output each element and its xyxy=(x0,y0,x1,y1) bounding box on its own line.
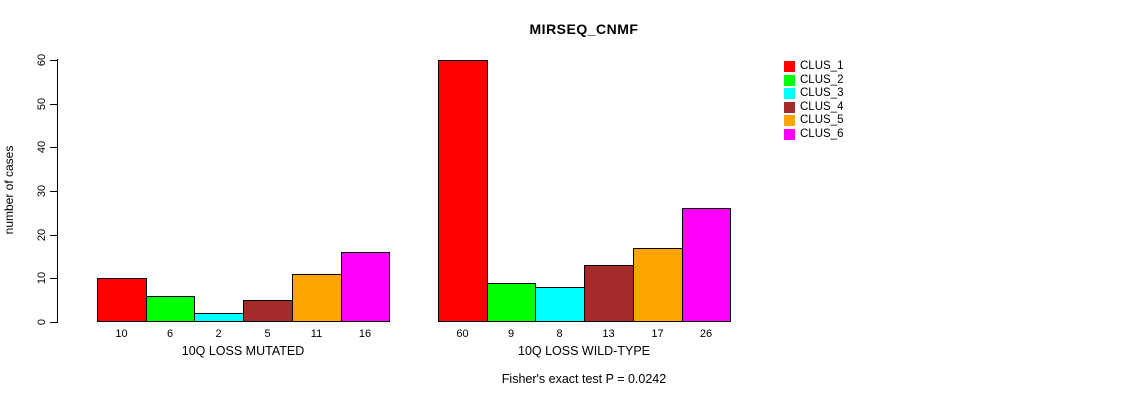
bar xyxy=(97,278,147,322)
legend-entry: CLUS_4 xyxy=(784,100,844,113)
fisher-test-annotation: Fisher's exact test P = 0.0242 xyxy=(501,372,667,386)
legend-swatch xyxy=(784,88,795,99)
y-axis-label: number of cases xyxy=(2,145,16,235)
legend: CLUS_1 CLUS_2 CLUS_3 CLUS_4 CLUS_5 CLUS_6 xyxy=(784,60,844,142)
bar xyxy=(584,265,634,322)
y-axis-line xyxy=(57,59,58,323)
bar xyxy=(535,287,585,322)
bar xyxy=(243,300,293,322)
legend-swatch xyxy=(784,61,795,72)
bar xyxy=(292,274,342,322)
y-axis-tick xyxy=(50,191,57,192)
bar xyxy=(633,248,683,322)
legend-entry: CLUS_3 xyxy=(784,87,844,99)
legend-entry: CLUS_2 xyxy=(784,73,844,86)
bar-value-label: 6 xyxy=(166,328,174,340)
y-axis-tick-label: 0 xyxy=(36,318,48,326)
legend-swatch xyxy=(784,115,795,126)
bar-value-label: 11 xyxy=(310,328,323,340)
y-axis-tick-label: 50 xyxy=(36,97,48,111)
bar xyxy=(341,252,390,322)
bar-value-label: 10 xyxy=(115,328,128,340)
bar xyxy=(146,296,195,322)
y-axis-tick xyxy=(50,104,57,105)
y-axis-tick-label: 20 xyxy=(36,228,48,242)
bar xyxy=(487,283,536,322)
bar-value-label: 60 xyxy=(456,328,469,340)
legend-entry: CLUS_1 xyxy=(784,60,844,72)
legend-label: CLUS_5 xyxy=(800,114,844,126)
y-axis-tick xyxy=(50,235,57,236)
bar-value-label: 9 xyxy=(507,328,515,340)
bar-value-label: 5 xyxy=(264,328,271,340)
legend-entry: CLUS_5 xyxy=(784,114,844,126)
legend-entry: CLUS_6 xyxy=(784,127,844,140)
bar xyxy=(194,313,244,322)
x-group-label-wild-type: 10Q LOSS WILD-TYPE xyxy=(518,344,650,358)
legend-label: CLUS_4 xyxy=(800,100,844,113)
legend-label: CLUS_2 xyxy=(800,73,844,86)
legend-swatch xyxy=(784,128,795,140)
legend-swatch xyxy=(784,74,795,86)
y-axis-tick xyxy=(50,147,57,148)
chart-title: MIRSEQ_CNMF xyxy=(529,21,639,37)
y-axis-tick xyxy=(50,60,57,61)
bar-value-label: 16 xyxy=(358,328,372,340)
bar-value-label: 13 xyxy=(602,328,615,340)
bar-value-label: 26 xyxy=(699,328,713,340)
legend-label: CLUS_3 xyxy=(800,87,844,99)
legend-label: CLUS_1 xyxy=(800,60,844,72)
legend-label: CLUS_6 xyxy=(800,127,844,140)
bar-value-label: 8 xyxy=(556,328,563,340)
legend-swatch xyxy=(784,101,795,113)
bar-value-label: 2 xyxy=(215,328,222,340)
x-group-label-mutated: 10Q LOSS MUTATED xyxy=(181,344,305,358)
bar-value-label: 17 xyxy=(651,328,664,340)
y-axis-tick xyxy=(50,322,57,323)
y-axis-tick-label: 60 xyxy=(36,53,48,67)
bar xyxy=(682,208,731,322)
y-axis-tick-label: 40 xyxy=(36,140,48,154)
y-axis-tick-label: 30 xyxy=(36,184,48,198)
bar xyxy=(438,60,488,322)
y-axis-tick xyxy=(50,278,57,279)
y-axis-tick-label: 10 xyxy=(36,271,48,285)
